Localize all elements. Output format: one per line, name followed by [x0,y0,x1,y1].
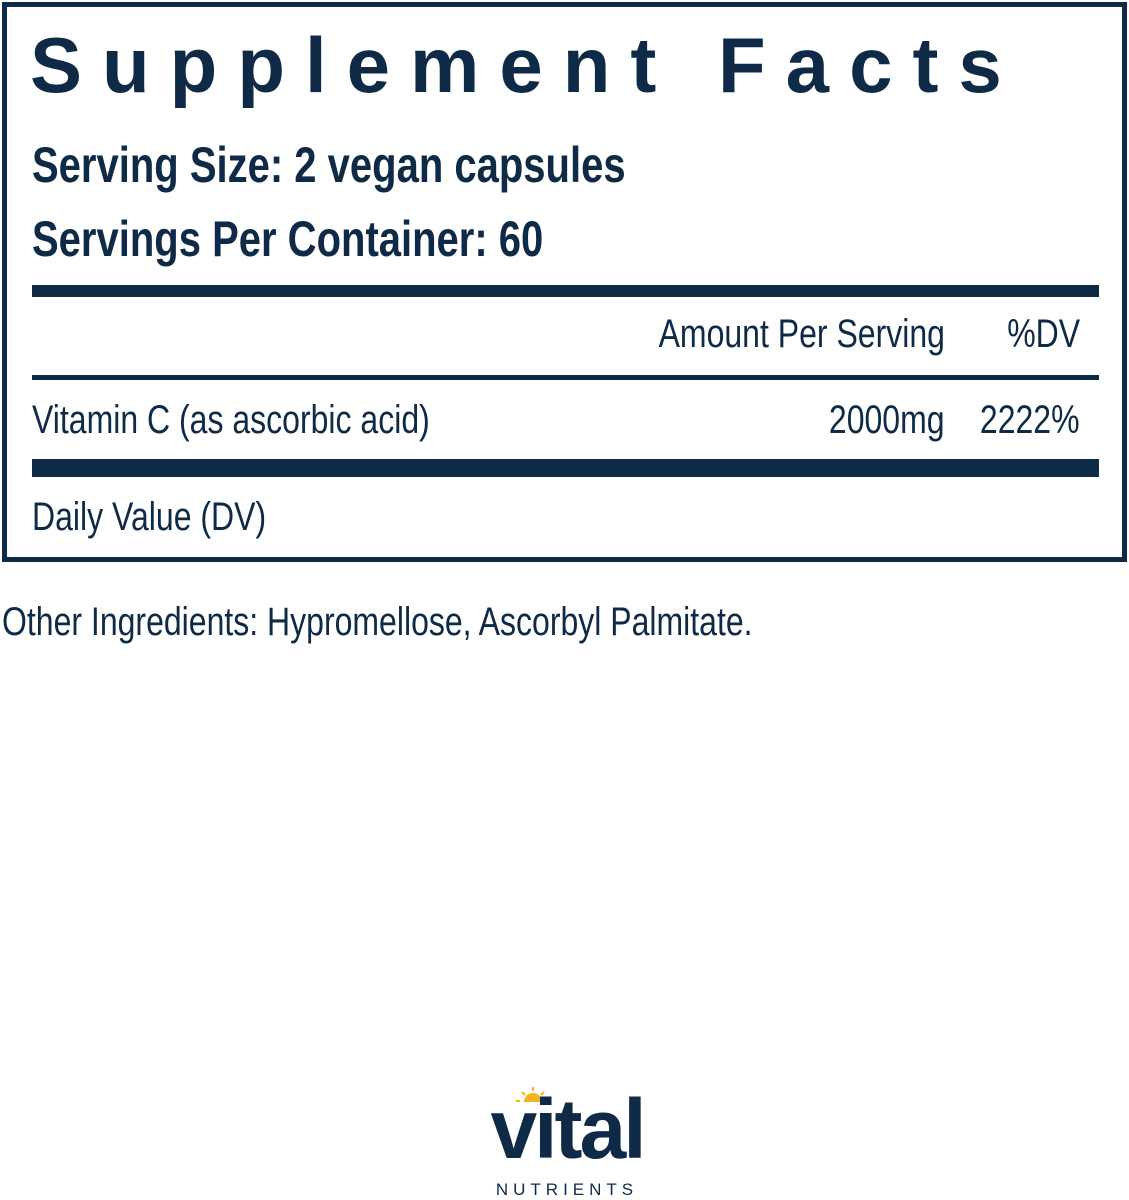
nutrient-dv: 2222% [980,398,1080,442]
panel-title: Supplement Facts [30,21,1022,109]
nutrient-amount: 2000mg [829,398,945,442]
sun-icon [516,1087,550,1102]
other-ingredients: Other Ingredients: Hypromellose, Ascorby… [2,600,753,644]
serving-size: Serving Size: 2 vegan capsules [32,137,626,193]
supplement-facts-panel [2,2,1127,562]
brand-sub: NUTRIENTS [496,1180,638,1198]
nutrient-name: Vitamin C (as ascorbic acid) [32,398,430,442]
thin-divider [32,375,1099,380]
thick-divider [32,285,1099,297]
servings-per-container: Servings Per Container: 60 [32,211,544,267]
daily-value-footnote: Daily Value (DV) [32,495,267,539]
brand-name: vital [490,1082,643,1176]
amount-column-header: Amount Per Serving [658,312,945,356]
dv-column-header: %DV [1007,312,1080,356]
vital-nutrients-logo: vital NUTRIENTS [490,1082,646,1198]
thick-divider-bottom [32,459,1099,477]
